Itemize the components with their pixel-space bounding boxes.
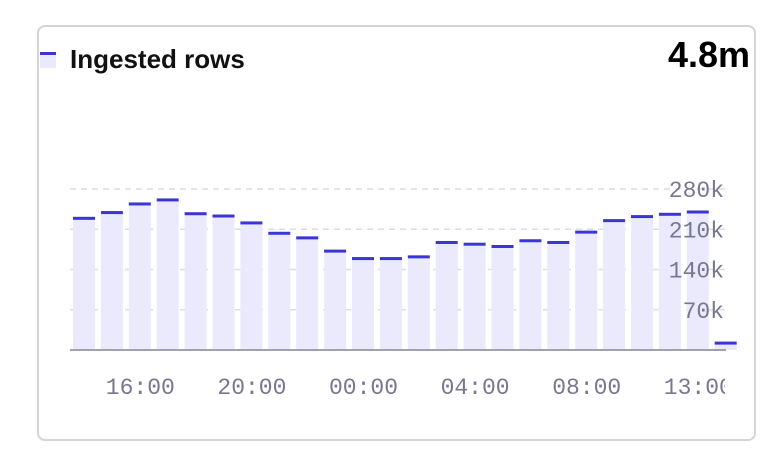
bar-cap — [100, 211, 123, 215]
bar — [631, 216, 653, 350]
y-tick-label: 70k — [683, 299, 724, 325]
bar — [352, 258, 374, 350]
bar-cap — [324, 249, 347, 253]
bar — [324, 251, 347, 350]
bar-cap — [352, 257, 374, 261]
bar — [491, 246, 514, 350]
bar — [296, 237, 319, 350]
bar-cap — [491, 245, 514, 248]
bar-cap — [631, 215, 653, 219]
legend-label: Ingested rows — [70, 44, 245, 74]
bar-cap — [407, 255, 430, 259]
bar-cap — [379, 257, 402, 261]
bar-cap — [212, 214, 235, 218]
bar — [73, 218, 95, 350]
legend: Ingested rows — [40, 44, 245, 75]
bar-cap — [128, 202, 151, 206]
bar — [714, 343, 737, 350]
legend-swatch — [40, 51, 56, 68]
bar-cap — [73, 216, 95, 220]
bar — [463, 244, 486, 350]
bar — [547, 242, 570, 350]
bar — [268, 233, 291, 350]
bar-cap — [686, 210, 709, 214]
bar-cap — [714, 341, 737, 345]
y-tick-label: 280k — [669, 178, 724, 204]
bar — [407, 256, 430, 350]
bar — [379, 258, 402, 350]
bar-cap — [463, 242, 486, 246]
x-tick-label: 20:00 — [217, 375, 286, 401]
bar — [184, 213, 207, 350]
y-tick-label: 210k — [669, 218, 724, 244]
bar — [519, 240, 542, 350]
bar — [603, 220, 626, 350]
bar-cap — [435, 240, 458, 244]
bar — [212, 216, 235, 350]
bar-cap — [184, 212, 207, 216]
bar — [100, 212, 123, 350]
x-tick-label: 08:00 — [552, 375, 621, 401]
bar — [658, 214, 681, 350]
bar-cap — [603, 219, 626, 223]
total-value: 4.8m — [667, 34, 750, 75]
bar-cap — [296, 236, 319, 240]
bar — [128, 203, 151, 350]
bar — [435, 242, 458, 350]
x-tick-label: 00:00 — [329, 375, 398, 401]
bar-cap — [156, 198, 179, 202]
x-tick-label: 13:00 — [664, 375, 733, 401]
bar-cap — [658, 212, 681, 216]
y-tick-label: 140k — [669, 259, 724, 285]
bar-cap — [575, 230, 598, 234]
bar — [686, 212, 709, 350]
bar — [240, 222, 263, 350]
bar-cap — [240, 221, 263, 225]
x-tick-label: 16:00 — [106, 375, 175, 401]
bar — [156, 199, 179, 350]
bar-cap — [519, 239, 542, 243]
x-tick-label: 04:00 — [441, 375, 510, 401]
bar-cap — [268, 231, 291, 235]
bar — [575, 232, 598, 350]
bar-cap — [547, 240, 570, 244]
